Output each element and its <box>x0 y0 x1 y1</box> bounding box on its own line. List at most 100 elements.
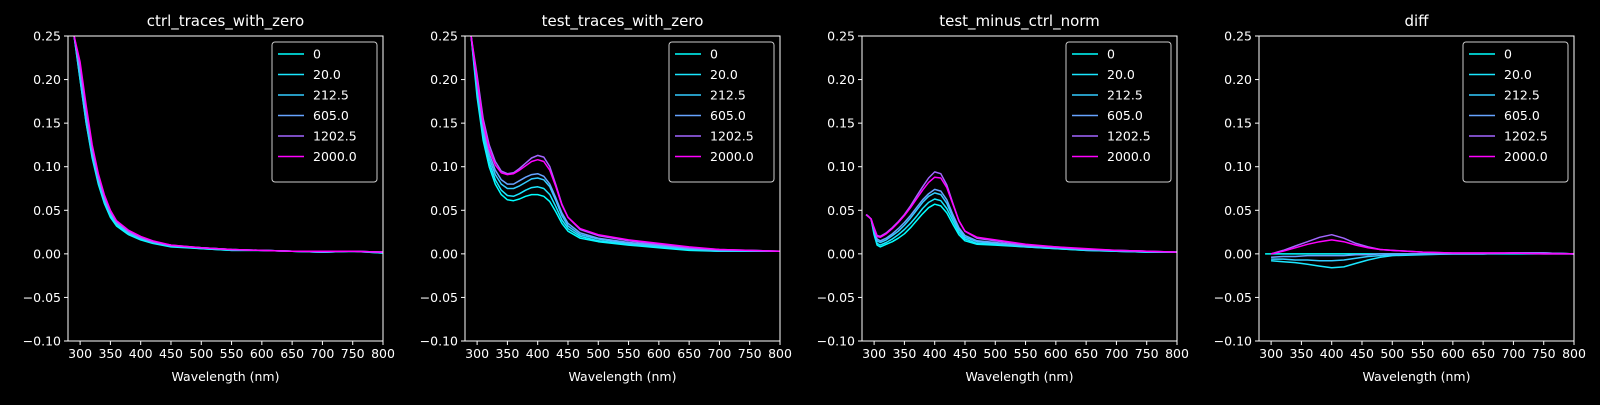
y-tick-label: −0.05 <box>1214 290 1252 305</box>
y-tick-label: −0.10 <box>817 334 855 349</box>
x-tick-label: 650 <box>1074 346 1098 361</box>
x-tick-label: 300 <box>862 346 886 361</box>
x-tick-label: 400 <box>923 346 947 361</box>
x-tick-label: 600 <box>1044 346 1068 361</box>
legend-label: 212.5 <box>710 88 746 103</box>
series-lines <box>470 36 780 252</box>
x-tick-label: 300 <box>465 346 489 361</box>
legend-label: 20.0 <box>1107 67 1135 82</box>
y-tick-label: −0.10 <box>420 334 458 349</box>
legend-label: 605.0 <box>313 108 349 123</box>
legend-label: 1202.5 <box>710 129 754 144</box>
legend-box <box>271 41 378 183</box>
x-tick-label: 700 <box>1104 346 1128 361</box>
x-tick-label: 350 <box>892 346 916 361</box>
series-line-4 <box>865 188 1177 253</box>
legend: 0 20.0 212.5 605.0 1202.5 2000.0 <box>668 41 775 183</box>
x-tick-label: 750 <box>341 346 365 361</box>
series-line-3 <box>470 36 780 252</box>
y-tick-label: 0.10 <box>430 159 458 174</box>
x-tick-label: 800 <box>371 346 395 361</box>
x-tick-label: 600 <box>250 346 274 361</box>
y-tick-label: 0.20 <box>1224 72 1252 87</box>
x-axis-label: Wavelength (nm) <box>966 369 1074 384</box>
chart-title: ctrl_traces_with_zero <box>147 12 304 31</box>
legend-label: 1202.5 <box>1504 129 1548 144</box>
x-tick-label: 700 <box>707 346 731 361</box>
x-tick-label: 800 <box>1165 346 1189 361</box>
x-tick-label: 450 <box>556 346 580 361</box>
legend: 0 20.0 212.5 605.0 1202.5 2000.0 <box>1462 41 1569 183</box>
x-tick-label: 300 <box>1259 346 1283 361</box>
legend-label: 2000.0 <box>1107 149 1151 164</box>
series-line-1 <box>470 36 780 252</box>
x-axis-label: Wavelength (nm) <box>569 369 677 384</box>
plot-frame <box>861 35 1178 342</box>
series-line-2 <box>470 36 780 252</box>
legend-label: 212.5 <box>1107 88 1143 103</box>
x-tick-label: 550 <box>1411 346 1435 361</box>
x-tick-label: 800 <box>768 346 792 361</box>
x-tick-label: 500 <box>1380 346 1404 361</box>
y-tick-label: 0.15 <box>430 116 458 131</box>
legend: 0 20.0 212.5 605.0 1202.5 2000.0 <box>271 41 378 183</box>
series-line-6 <box>865 176 1177 253</box>
legend-label: 20.0 <box>1504 67 1532 82</box>
x-tick-label: 350 <box>1289 346 1313 361</box>
y-tick-label: 0.25 <box>827 29 855 44</box>
x-tick-label: 650 <box>280 346 304 361</box>
chart-panel-3: 300 350 400 450 500 550 600 650 700 750 800 −0.10 −0… <box>817 12 1189 384</box>
chart-panel-2: 300 350 400 450 500 550 600 650 700 750 800 −0.10 −0… <box>420 12 792 384</box>
y-tick-label: 0.05 <box>1224 203 1252 218</box>
y-tick-label: −0.10 <box>23 334 61 349</box>
legend-label: 0 <box>710 47 718 62</box>
legend-label: 0 <box>1504 47 1512 62</box>
y-tick-label: 0.15 <box>33 116 61 131</box>
x-tick-label: 750 <box>738 346 762 361</box>
series-line-6 <box>73 36 383 253</box>
y-tick-label: −0.05 <box>817 290 855 305</box>
x-tick-label: 500 <box>983 346 1007 361</box>
y-tick-label: 0.25 <box>1224 29 1252 44</box>
x-tick-label: 350 <box>98 346 122 361</box>
y-tick-label: −0.05 <box>420 290 458 305</box>
y-tick-label: 0.20 <box>827 72 855 87</box>
x-axis-label: Wavelength (nm) <box>172 369 280 384</box>
x-tick-label: 700 <box>1501 346 1525 361</box>
y-tick-label: 0.10 <box>1224 159 1252 174</box>
legend-label: 1202.5 <box>313 129 357 144</box>
y-tick-label: 0.00 <box>827 246 855 261</box>
x-tick-label: 550 <box>220 346 244 361</box>
chart-panel-4: 300 350 400 450 500 550 600 650 700 750 800 −0.10 −0… <box>1214 12 1586 384</box>
series-line-5 <box>470 36 780 252</box>
y-tick-label: 0.10 <box>33 159 61 174</box>
series-line-6 <box>470 36 780 252</box>
plot-frame <box>67 35 384 342</box>
legend-label: 1202.5 <box>1107 129 1151 144</box>
x-tick-label: 400 <box>1320 346 1344 361</box>
x-tick-label: 350 <box>495 346 519 361</box>
y-tick-label: 0.05 <box>827 203 855 218</box>
x-tick-label: 500 <box>189 346 213 361</box>
x-tick-label: 650 <box>677 346 701 361</box>
legend-label: 20.0 <box>710 67 738 82</box>
x-tick-label: 400 <box>129 346 153 361</box>
series-lines <box>73 36 383 254</box>
y-tick-label: 0.05 <box>33 203 61 218</box>
legend-label: 212.5 <box>313 88 349 103</box>
x-tick-label: 650 <box>1471 346 1495 361</box>
legend-box <box>1462 41 1569 183</box>
x-tick-label: 450 <box>953 346 977 361</box>
plot-frame <box>1258 35 1575 342</box>
y-tick-label: 0.05 <box>430 203 458 218</box>
y-tick-label: 0.25 <box>430 29 458 44</box>
x-tick-label: 400 <box>526 346 550 361</box>
legend-label: 0 <box>313 47 321 62</box>
legend-box <box>1065 41 1172 183</box>
legend-label: 212.5 <box>1504 88 1540 103</box>
legend-label: 2000.0 <box>710 149 754 164</box>
chart-title: diff <box>1404 12 1429 30</box>
legend: 0 20.0 212.5 605.0 1202.5 2000.0 <box>1065 41 1172 183</box>
series-lines <box>865 171 1177 253</box>
